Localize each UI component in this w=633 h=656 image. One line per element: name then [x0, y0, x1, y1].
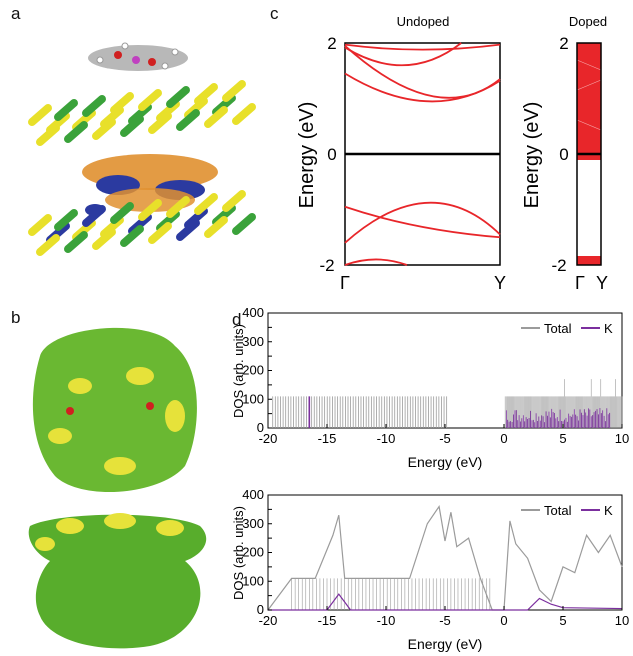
bands-undoped: [344, 42, 501, 266]
panel-label-a: a: [11, 4, 21, 23]
band-ytick-0-doped: 0: [559, 145, 568, 164]
dos-bottom-ytick-label-2: 100: [242, 573, 264, 588]
dos-top-xtick-label-3: -5: [439, 431, 451, 446]
band-kpoint-y-undoped: Y: [494, 273, 506, 293]
band-kpoint-gamma-doped: Γ: [575, 273, 585, 293]
dos-top-xtick-label-4: 0: [500, 431, 507, 446]
panel-a-structure-image: [28, 42, 256, 256]
band-title-doped: Doped: [569, 14, 607, 29]
dos-bottom-ytick-label-6: 300: [242, 516, 264, 531]
band-ytick-2-doped: 2: [559, 34, 568, 53]
dos-top-ylabel: DOS (arb. units): [231, 324, 246, 418]
band-line-1: [344, 43, 501, 51]
dos-bottom-ytick-label-8: 400: [242, 487, 264, 502]
dos-top-xtick-label-1: -15: [318, 431, 337, 446]
dos-bottom-ylabel: DOS (arb. units): [231, 506, 246, 600]
dos-top-ytick-label-8: 400: [242, 305, 264, 320]
band-line-4: [344, 42, 462, 67]
dos-bottom-total-line: [267, 504, 623, 611]
dos-top-k-series: [308, 396, 611, 428]
band-line-6: [344, 201, 501, 244]
panel-label-d: d: [232, 310, 242, 329]
dos-bottom-xtick-label-3: -5: [439, 613, 451, 628]
panel-label-c: c: [270, 4, 279, 23]
dos-bottom-total-series: [267, 504, 623, 611]
legend-k-label-top: K: [604, 321, 613, 336]
lower-substrate-slab: [28, 190, 256, 256]
band-line-3: [344, 45, 501, 99]
band-ylabel-undoped: Energy (eV): [296, 102, 318, 209]
dos-top-total-series: [272, 379, 623, 428]
crown-ether-molecule: [88, 42, 188, 71]
dos-bottom-xlabel: Energy (eV): [408, 636, 483, 652]
panel-c-band-structure: Energy (eV) Undoped 2 0 -2 Γ Y Energy (e…: [296, 14, 608, 293]
dos-bottom-xtick-label-5: 5: [559, 613, 566, 628]
panel-b-isosurface-image: [28, 327, 207, 649]
band-title-undoped: Undoped: [397, 14, 450, 29]
dos-bottom-xtick-label-6: 10: [615, 613, 629, 628]
dos-top-xtick-label-0: -20: [259, 431, 278, 446]
dos-bottom-k-line: [268, 593, 623, 611]
dos-top-ytick-label-4: 200: [242, 363, 264, 378]
band-ytick-2-undoped: 2: [327, 34, 336, 53]
panel-label-b: b: [11, 308, 21, 327]
legend-total-label-top: Total: [544, 321, 572, 336]
dos-top-ytick-label-2: 100: [242, 391, 264, 406]
dos-top-xtick-label-6: 10: [615, 431, 629, 446]
dos-bottom-xtick-label-2: -10: [377, 613, 396, 628]
legend-k-label-bottom: K: [604, 503, 613, 518]
dos-top-ytick-label-6: 300: [242, 334, 264, 349]
dos-bottom-ytick-label-0: 0: [257, 602, 264, 617]
band-line-7: [344, 258, 408, 266]
isosurface-side-view: [28, 513, 207, 649]
band-line-5: [344, 205, 501, 239]
dos-bottom-ytick-label-4: 200: [242, 545, 264, 560]
dos-bottom-xtick-label-0: -20: [259, 613, 278, 628]
dos-top-xtick-label-5: 5: [559, 431, 566, 446]
dos-bottom-k-series: [268, 593, 623, 611]
dos-bottom-xtick-label-1: -15: [318, 613, 337, 628]
legend-total-label-bottom: Total: [544, 503, 572, 518]
isosurface-top-view: [32, 327, 197, 493]
dos-bottom-xtick-label-4: 0: [500, 613, 507, 628]
band-kpoint-gamma-undoped: Γ: [340, 273, 350, 293]
band-ytick-0-undoped: 0: [327, 145, 336, 164]
dos-top-xtick-label-2: -10: [377, 431, 396, 446]
band-ytick-neg2-undoped: -2: [319, 256, 334, 275]
upper-substrate-slab: [28, 80, 256, 146]
band-lower-doped: [576, 257, 602, 261]
band-kpoint-y-doped: Y: [596, 273, 608, 293]
dos-top-xlabel: Energy (eV): [408, 454, 483, 470]
band-ylabel-doped: Energy (eV): [521, 102, 543, 209]
band-gap-doped: [577, 160, 601, 256]
band-frame-doped: [576, 42, 602, 266]
dos-top-ytick-label-0: 0: [257, 420, 264, 435]
band-ytick-neg2-doped: -2: [551, 256, 566, 275]
